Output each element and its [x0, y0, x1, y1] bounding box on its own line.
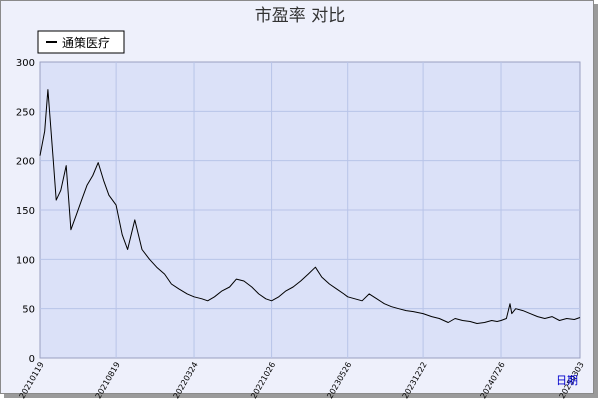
legend-label: 通策医疗: [62, 36, 110, 50]
y-tick-label-4: 200: [16, 157, 35, 168]
y-tick-label-2: 100: [16, 255, 35, 266]
x-tick-label-1: 20210819: [94, 361, 122, 400]
y-tick-label-1: 50: [22, 305, 35, 316]
y-tick-label-0: 0: [29, 354, 35, 365]
legend: 通策医疗: [37, 30, 125, 54]
x-axis-label: 日期: [556, 374, 578, 387]
x-tick-label-6: 20240726: [479, 360, 507, 400]
y-axis-ticks: 0 50 100 150 200 250 300: [16, 58, 35, 365]
y-tick-label-6: 300: [16, 58, 35, 69]
series-line-0: [39, 89, 581, 324]
y-tick-label-5: 250: [16, 107, 35, 118]
chart-title: 市盈率 对比: [255, 6, 345, 26]
x-tick-label-5: 20231222: [401, 361, 429, 400]
x-axis-ticks: 20210119 20210819 20220324 20221026 20230526…: [18, 360, 586, 400]
grid-lines: [40, 62, 580, 358]
series-layer: [39, 89, 581, 324]
legend-box: [37, 30, 125, 54]
x-tick-label-3: 20221026: [249, 361, 277, 400]
x-tick-label-0: 20210119: [18, 361, 46, 400]
x-tick-label-4: 20230526: [325, 361, 353, 400]
x-tick-label-2: 20220324: [172, 361, 200, 400]
y-tick-label-3: 150: [16, 206, 35, 217]
